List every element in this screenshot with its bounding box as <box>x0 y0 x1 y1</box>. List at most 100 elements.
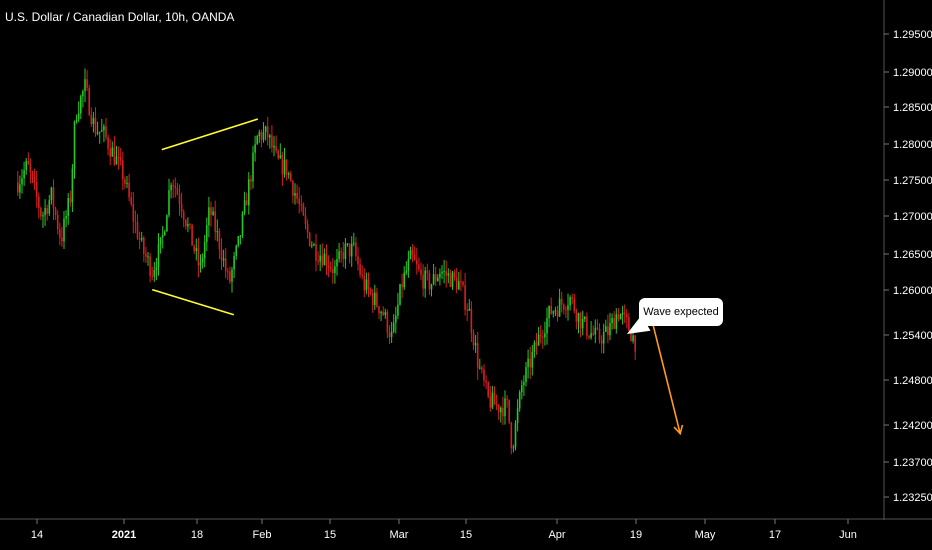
candle-down <box>428 272 431 290</box>
candle-up <box>441 271 443 274</box>
candle-down <box>306 224 309 233</box>
candle-up <box>621 312 624 315</box>
time-tick-label: Feb <box>253 529 272 541</box>
wave-expected-callout[interactable]: Wave expected <box>639 298 723 326</box>
time-tick-label: 19 <box>630 529 642 541</box>
candle-down <box>493 392 496 405</box>
candle-down <box>145 253 147 257</box>
price-tick-label: 1.28000 <box>893 139 932 151</box>
candle-up <box>140 237 143 240</box>
candle-down <box>367 279 370 290</box>
candle-down <box>466 309 468 311</box>
projection-arrow[interactable] <box>650 317 681 434</box>
candle-down <box>357 256 359 265</box>
candle-up <box>42 215 44 217</box>
time-tick-label: 15 <box>324 529 336 541</box>
candle-down <box>445 270 447 276</box>
time-tick-label: 14 <box>31 529 43 541</box>
time-axis[interactable]: 14 2021 18 Feb 15 Mar 15 Apr 19 May 17 Jun <box>31 519 857 541</box>
candle-down <box>329 267 332 269</box>
candle-down <box>382 311 384 316</box>
pattern-trend-line[interactable] <box>161 118 259 151</box>
candle-up <box>262 132 265 140</box>
candle-down <box>529 358 531 368</box>
candle-up <box>256 136 258 145</box>
candle-down <box>600 340 603 344</box>
candle-down <box>33 177 36 183</box>
candle-up <box>350 243 353 257</box>
candle-down <box>510 422 513 448</box>
candle-up <box>594 327 597 335</box>
candle-down <box>113 147 116 165</box>
candle-up <box>533 342 536 353</box>
candle-down <box>59 229 61 238</box>
candle-up <box>392 322 395 332</box>
candle-up <box>161 234 164 238</box>
pattern-trend-line[interactable] <box>151 288 235 316</box>
price-tick-label: 1.29000 <box>893 67 932 79</box>
candle-down <box>128 182 130 198</box>
candle-up <box>48 200 51 214</box>
candle-down <box>535 342 538 346</box>
price-tick-label: 1.26500 <box>893 249 932 261</box>
candle-down <box>119 157 122 161</box>
candle-up <box>577 313 580 322</box>
candle-down <box>174 185 177 189</box>
candle-down <box>143 237 145 254</box>
candle-down <box>485 380 487 383</box>
candle-down <box>378 306 380 314</box>
candle-up <box>365 279 368 291</box>
candle-up <box>518 392 521 409</box>
candle-down <box>94 117 97 134</box>
candle-up <box>395 315 397 323</box>
candle-down <box>189 224 191 226</box>
price-tick-label: 1.24200 <box>893 420 932 432</box>
candle-up <box>390 331 393 338</box>
candle-down <box>149 256 151 276</box>
candle-up <box>512 447 515 449</box>
candle-down <box>422 274 424 289</box>
candle-down <box>229 271 231 282</box>
candle-down <box>285 159 288 175</box>
candle-up <box>584 316 586 320</box>
candle-down <box>308 232 311 246</box>
candle-up <box>283 159 286 175</box>
candle-up <box>397 304 399 316</box>
candle-down <box>86 79 88 88</box>
candle-up <box>615 314 618 329</box>
candle-down <box>355 242 357 257</box>
candle-up <box>338 251 340 259</box>
price-tick-label: 1.29500 <box>893 29 932 41</box>
time-tick-label: 2021 <box>112 529 136 541</box>
candle-up <box>187 224 189 227</box>
candle-up <box>50 187 53 201</box>
candle-up <box>254 144 256 153</box>
candle-up <box>248 179 250 206</box>
candle-up <box>546 318 548 334</box>
candle-up <box>380 311 382 314</box>
candle-down <box>575 311 578 322</box>
candle-up <box>527 358 529 368</box>
candle-down <box>508 399 510 423</box>
candle-down <box>29 164 32 173</box>
candle-up <box>98 131 101 133</box>
candle-up <box>313 244 315 246</box>
candle-up <box>23 170 25 179</box>
candle-down <box>40 208 42 217</box>
price-axis[interactable]: 1.29500 1.29000 1.28500 1.28000 1.27500 1.270… <box>884 29 932 504</box>
price-tick-label: 1.27500 <box>893 175 932 187</box>
candle-down <box>542 336 544 338</box>
candle-down <box>260 132 263 140</box>
candle-up <box>537 334 540 346</box>
candle-up <box>474 343 477 346</box>
candle-down <box>363 275 366 291</box>
candle-down <box>497 404 500 413</box>
candle-down <box>481 367 483 370</box>
candle-down <box>327 265 330 268</box>
candle-down <box>369 289 372 293</box>
candle-up <box>405 270 408 273</box>
candle-up <box>63 218 65 242</box>
candle-up <box>243 200 246 214</box>
